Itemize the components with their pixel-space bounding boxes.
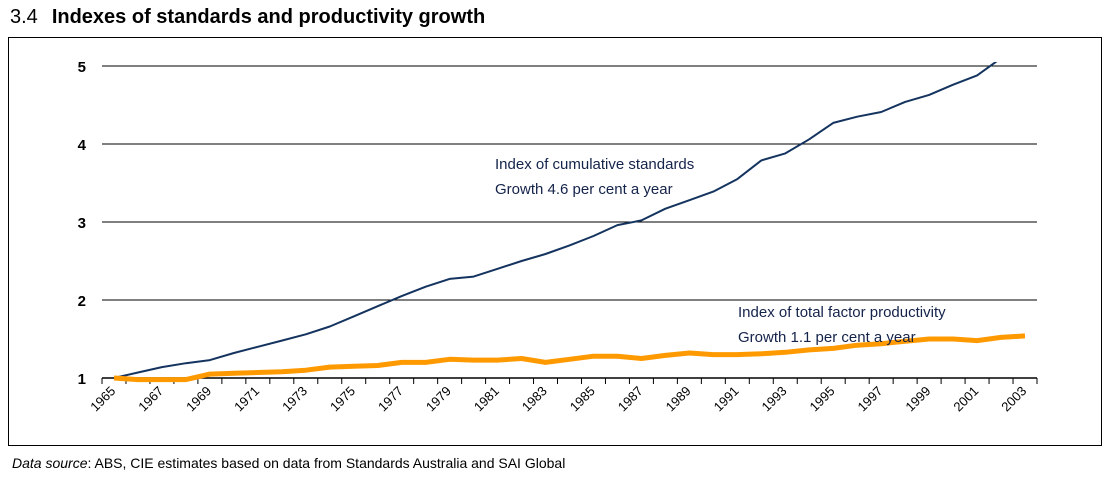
x-tick-label: 1977: [375, 383, 406, 414]
x-tick-label: 1969: [183, 383, 214, 414]
x-tick-label: 2003: [998, 383, 1029, 414]
x-tick-label: 1999: [902, 383, 933, 414]
x-tick-label: 1975: [327, 383, 358, 414]
chart-frame: [8, 37, 1102, 446]
series-line-2: [113, 333, 1026, 383]
annotation-2: Growth 1.1 per cent a year: [738, 329, 916, 346]
data-source: Data source: ABS, CIE estimates based on…: [12, 455, 566, 471]
x-tick-label: 1967: [135, 383, 166, 414]
x-tick-label: 1997: [854, 383, 885, 414]
annotation-2: Index of total factor productivity: [738, 304, 946, 321]
x-tick-label: 1995: [807, 383, 838, 414]
x-tick-label: 1993: [759, 383, 790, 414]
x-tick-label: 1965: [87, 383, 118, 414]
y-tick-label: 2: [78, 293, 86, 310]
x-tick-label: 1981: [471, 383, 502, 414]
x-tick-label: 1983: [519, 383, 550, 414]
y-tick-label: 1: [78, 371, 86, 388]
x-tick-label: 1987: [615, 383, 646, 414]
y-tick-label: 3: [78, 215, 86, 232]
series-line-1: [113, 62, 998, 379]
y-tick-label: 5: [78, 59, 86, 76]
x-tick-label: 1973: [279, 383, 310, 414]
annotation-1: Growth 4.6 per cent a year: [495, 181, 673, 198]
x-tick-label: 1971: [231, 383, 262, 414]
x-tick-label: 1991: [711, 383, 742, 414]
x-tick-label: 1989: [663, 383, 694, 414]
x-tick-label: 1979: [423, 383, 454, 414]
chart-title: 3.4 Indexes of standards and productivity…: [10, 6, 486, 28]
x-tick-label: 1985: [567, 383, 598, 414]
annotation-1: Index of cumulative standards: [495, 156, 694, 173]
x-tick-label: 2001: [950, 383, 981, 414]
y-tick-label: 4: [78, 137, 87, 154]
